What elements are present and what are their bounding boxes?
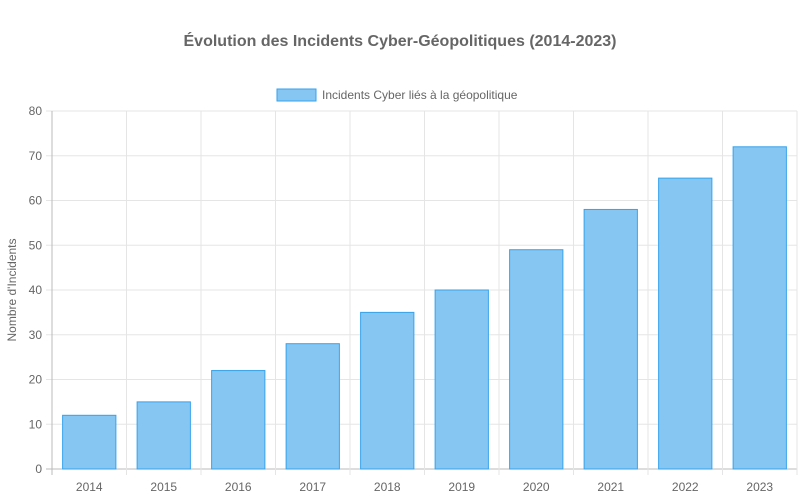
x-tick-label: 2019 bbox=[448, 480, 475, 494]
legend[interactable]: Incidents Cyber liés à la géopolitique bbox=[276, 88, 518, 102]
x-tick-label: 2023 bbox=[746, 480, 773, 494]
bar-2021 bbox=[583, 208, 638, 470]
y-tick-label: 30 bbox=[29, 328, 43, 342]
x-tick-label: 2022 bbox=[672, 480, 699, 494]
x-tick-label: 2016 bbox=[225, 480, 252, 494]
y-tick-label: 0 bbox=[35, 462, 42, 476]
bar-2016 bbox=[211, 370, 266, 470]
x-tick-label: 2014 bbox=[76, 480, 103, 494]
y-tick-label: 70 bbox=[29, 149, 43, 163]
x-tick-label: 2020 bbox=[523, 480, 550, 494]
legend-swatch bbox=[276, 88, 317, 102]
y-tick-label: 20 bbox=[29, 373, 43, 387]
y-tick-label: 40 bbox=[29, 283, 43, 297]
chart-title: Évolution des Incidents Cyber-Géopolitiq… bbox=[184, 31, 617, 50]
x-tick-label: 2018 bbox=[374, 480, 401, 494]
y-tick-label: 60 bbox=[29, 194, 43, 208]
bar-2023 bbox=[732, 146, 787, 470]
bar-2022 bbox=[658, 177, 713, 470]
legend-label: Incidents Cyber liés à la géopolitique bbox=[322, 88, 518, 102]
bar-2014 bbox=[62, 414, 117, 470]
bar-2018 bbox=[360, 311, 415, 470]
bar-2019 bbox=[434, 289, 489, 470]
x-tick-label: 2017 bbox=[299, 480, 326, 494]
y-tick-label: 80 bbox=[29, 104, 43, 118]
bar-2017 bbox=[285, 343, 340, 470]
x-tick-label: 2015 bbox=[150, 480, 177, 494]
bar-2020 bbox=[509, 249, 564, 470]
x-tick-label: 2021 bbox=[597, 480, 624, 494]
y-axis-label: Nombre d'Incidents bbox=[5, 238, 19, 341]
y-tick-label: 50 bbox=[29, 238, 43, 252]
bar-2015 bbox=[136, 401, 191, 470]
y-tick-label: 10 bbox=[29, 417, 43, 431]
